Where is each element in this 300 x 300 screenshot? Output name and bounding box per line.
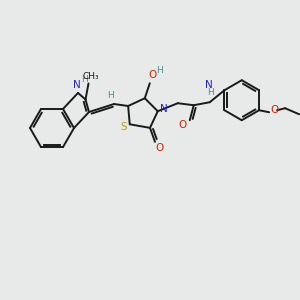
Text: H: H [106, 91, 113, 100]
Text: H: H [81, 75, 87, 84]
Text: O: O [178, 120, 187, 130]
Text: H: H [207, 88, 214, 97]
Text: N: N [160, 104, 168, 114]
Text: N: N [73, 80, 81, 90]
Text: O: O [149, 70, 157, 80]
Text: O: O [270, 105, 278, 115]
Text: CH₃: CH₃ [82, 72, 99, 81]
Text: N: N [205, 80, 213, 90]
Text: S: S [120, 122, 127, 132]
Text: H: H [156, 66, 163, 75]
Text: O: O [156, 143, 164, 153]
